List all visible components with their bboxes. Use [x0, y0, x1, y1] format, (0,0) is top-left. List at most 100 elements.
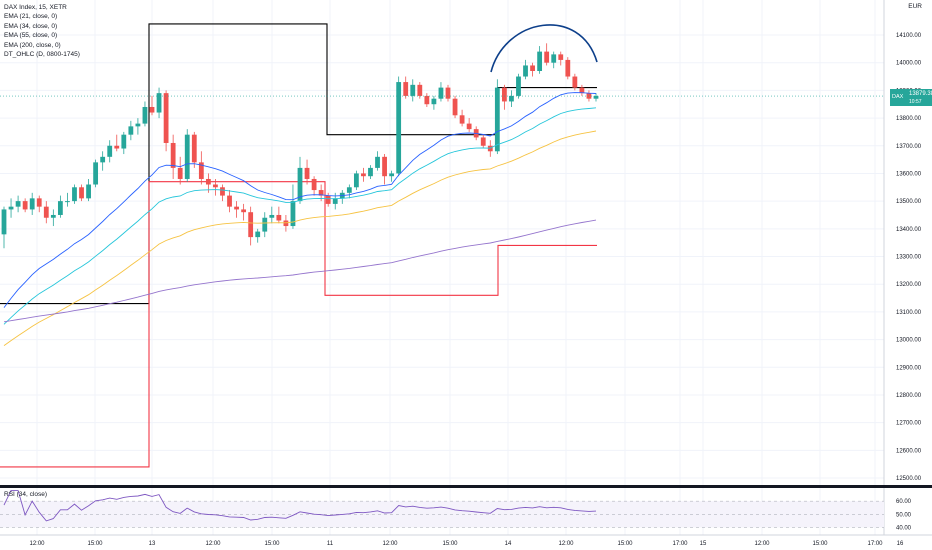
rsi-tick-label: 50.00	[896, 512, 912, 518]
candle-body	[480, 137, 486, 146]
y-tick-label: 13800.00	[896, 116, 922, 122]
x-tick-label: 12:00	[754, 541, 770, 547]
rsi-label: RSI (34, close)	[4, 491, 47, 498]
symbol-line: DAX Index, 15, XETR	[4, 4, 67, 11]
candle-body	[43, 206, 49, 218]
candle-body	[558, 54, 564, 60]
candle-body	[375, 156, 380, 168]
y-tick-label: 13300.00	[896, 255, 922, 261]
candle-body	[191, 134, 197, 163]
y-tick-label: 13000.00	[896, 338, 922, 344]
y-tick-label: 12500.00	[896, 476, 922, 482]
legend-dt-ohlc: DT_OHLC (D, 0800-1745)	[4, 51, 80, 59]
candle-body	[283, 220, 289, 227]
candle-body	[544, 51, 550, 63]
candle-body	[8, 206, 14, 210]
x-tick-label: 17:00	[672, 541, 688, 547]
ema-line	[3, 107, 597, 325]
candle-body	[501, 87, 507, 102]
y-tick-label: 12900.00	[896, 365, 922, 371]
candle-body	[205, 178, 211, 185]
candle-body	[565, 59, 571, 77]
y-tick-label: 13200.00	[896, 282, 922, 288]
legend-ema200: EMA (200, close, 0)	[4, 41, 61, 49]
ema-line	[3, 92, 597, 308]
x-tick-label: 12:00	[29, 541, 45, 547]
candle-body	[262, 217, 268, 232]
x-tick-label: 12:00	[382, 541, 398, 547]
candle-body	[318, 190, 324, 196]
rsi-line	[3, 490, 597, 522]
candle-body	[353, 173, 359, 188]
candle-body	[572, 76, 578, 88]
candle-body	[57, 201, 63, 215]
candle-body	[431, 98, 437, 105]
x-tick-label: 15:00	[617, 541, 633, 547]
candle-body	[79, 187, 84, 199]
candle-body	[466, 123, 472, 130]
candle-body	[227, 195, 232, 207]
candle-body	[100, 156, 106, 163]
x-tick-label: 17:00	[867, 541, 883, 547]
candle-body	[311, 178, 317, 191]
candle-body	[410, 84, 416, 96]
candle-body	[290, 201, 296, 227]
candle-body	[537, 51, 543, 71]
x-tick-label: 15:00	[264, 541, 280, 547]
candle-body	[417, 84, 423, 96]
daily-high-line	[0, 23, 597, 305]
x-tick-label: 15:00	[812, 541, 828, 547]
rsi-tick-label: 40.00	[896, 525, 912, 531]
candle-body	[509, 95, 514, 102]
x-tick-label: 12:00	[558, 541, 574, 547]
candle-body	[135, 123, 141, 127]
candle-body	[114, 145, 120, 149]
y-tick-label: 14000.00	[896, 61, 922, 67]
candle-body	[494, 87, 500, 152]
candle-body	[255, 231, 261, 238]
y-tick-label: 12700.00	[896, 421, 922, 427]
rsi-tick-label: 60.00	[896, 499, 912, 505]
y-tick-label: 12800.00	[896, 393, 922, 399]
x-tick-label: 16	[897, 541, 904, 547]
last-price-badge: DAX 13879.38 10:57	[890, 89, 932, 106]
last-price-countdown: 10:57	[909, 99, 922, 105]
candle-body	[220, 187, 225, 196]
candle-body	[248, 212, 254, 238]
legend-ema55: EMA (55, close, 0)	[4, 32, 58, 40]
x-tick-label: 12:00	[205, 541, 221, 547]
y-tick-label: 12600.00	[896, 448, 922, 454]
candle-body	[332, 198, 338, 204]
candle-body	[325, 195, 331, 204]
arc-drawing	[490, 24, 598, 73]
candle-body	[107, 145, 113, 157]
candle-body	[523, 65, 528, 77]
x-tick-label: 15	[700, 541, 707, 547]
candle-body	[234, 206, 239, 210]
candle-body	[269, 214, 275, 218]
ema-line	[3, 219, 597, 323]
rsi-band	[0, 501, 884, 528]
candle-body	[72, 187, 77, 202]
candle-body	[438, 87, 444, 99]
x-tick-label: 14	[505, 541, 512, 547]
candle-body	[156, 93, 162, 113]
candle-body	[579, 87, 585, 94]
candle-body	[128, 126, 134, 135]
candle-body	[346, 187, 352, 193]
last-price-value: 13879.38	[909, 91, 932, 97]
candle-body	[93, 162, 99, 185]
candle-body	[29, 198, 35, 210]
y-tick-label: 13400.00	[896, 227, 922, 233]
candle-body	[142, 106, 148, 124]
y-tick-label: 14100.00	[896, 33, 922, 39]
legend: DAX Index, 15, XETR EMA (21, close, 0) E…	[4, 3, 80, 59]
candle-body	[121, 134, 127, 149]
last-price-symbol: DAX	[892, 94, 904, 100]
candle-body	[241, 209, 247, 213]
candle-body	[530, 65, 535, 71]
candle-body	[22, 201, 28, 210]
candle-body	[452, 98, 458, 116]
daily-low-line	[0, 181, 597, 468]
